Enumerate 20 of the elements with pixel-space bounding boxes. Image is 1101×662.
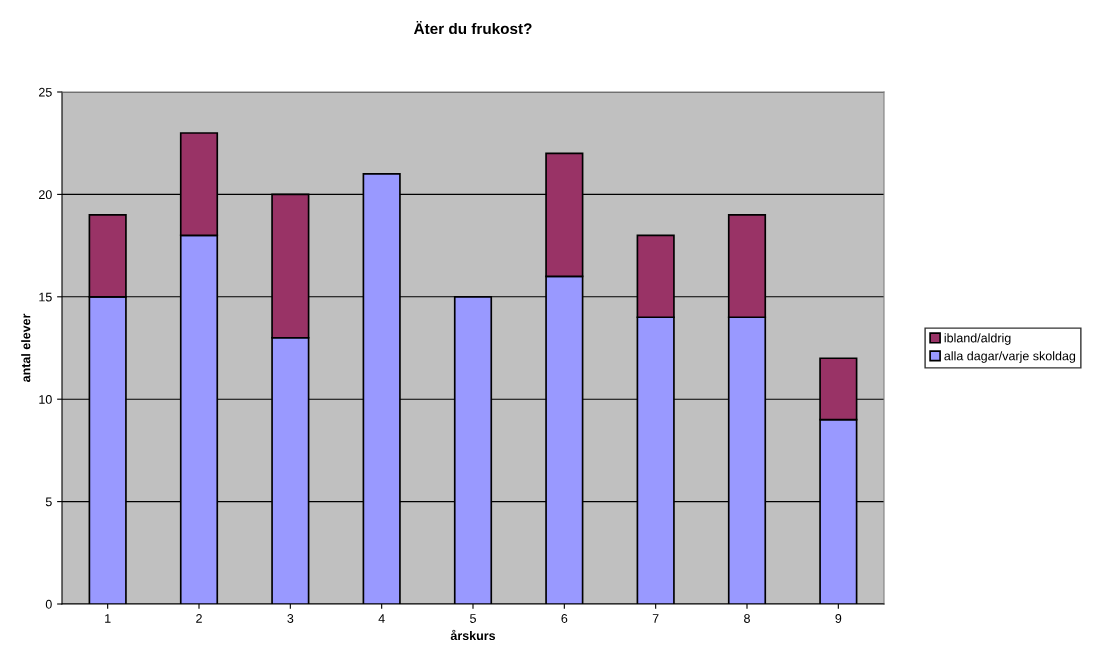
legend-label: alla dagar/varje skoldag	[944, 351, 1076, 363]
y-tick-label: 10	[39, 395, 52, 404]
y-tick-label: 25	[39, 87, 52, 97]
x-tick-label: 4	[378, 614, 385, 623]
y-tick-label: 15	[39, 292, 52, 302]
x-tick-label: 1	[105, 614, 111, 623]
x-tick-label: 2	[196, 614, 202, 623]
x-tick-label: 5	[470, 614, 476, 623]
x-tick-label: 6	[561, 614, 568, 623]
x-axis-title: årskurs	[450, 629, 496, 641]
y-axis-title: antal elever	[21, 313, 31, 383]
y-tick-label: 20	[39, 190, 52, 200]
chart-title: Äter du frukost?	[413, 20, 532, 35]
x-tick-label: 3	[287, 614, 294, 623]
y-tick-label: 5	[45, 497, 52, 507]
x-tick-label: 9	[835, 614, 842, 623]
x-tick-label: 8	[744, 614, 750, 623]
y-tick-label: 0	[45, 599, 52, 609]
legend-label: ibland/aldrig	[944, 333, 1011, 345]
x-tick-label: 7	[652, 614, 659, 623]
